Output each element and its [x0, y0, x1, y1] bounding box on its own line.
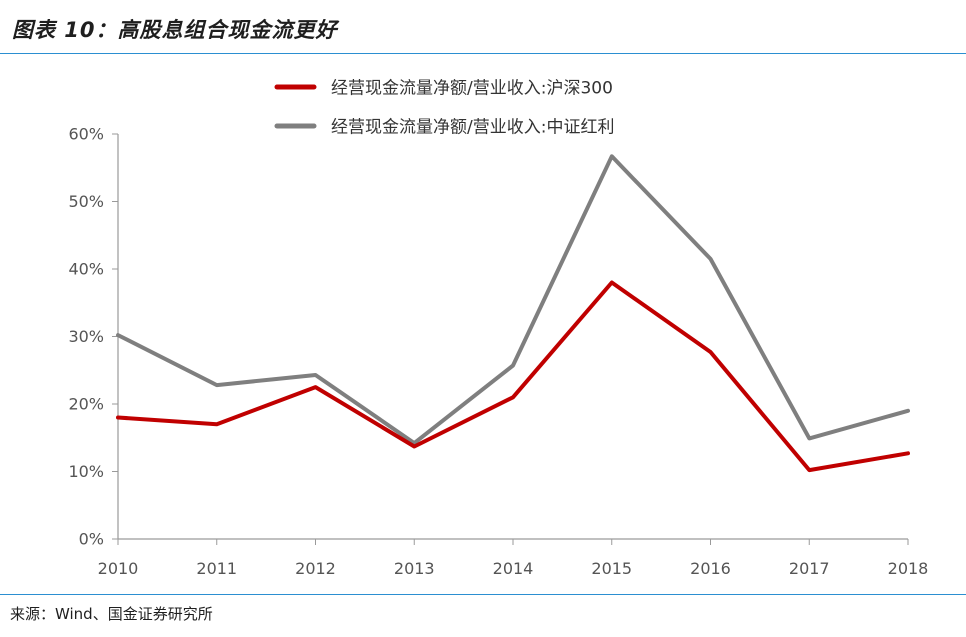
x-tick-label: 2013	[394, 559, 435, 578]
series-line-2	[116, 154, 910, 446]
footer-rule	[0, 594, 966, 595]
x-tick-label: 2018	[888, 559, 929, 578]
legend: 经营现金流量净额/营业收入:沪深300 经营现金流量净额/营业收入:中证红利	[274, 79, 614, 138]
y-tick-label: 40%	[68, 260, 104, 279]
y-tick-label: 60%	[68, 125, 104, 144]
series-line-1	[116, 280, 910, 473]
legend-label-2: 经营现金流量净额/营业收入:中证红利	[331, 118, 614, 138]
source-note: 来源：Wind、国金证券研究所	[10, 605, 213, 623]
x-tick-label: 2017	[789, 559, 830, 578]
x-tick-label: 2015	[591, 559, 632, 578]
y-tick-label: 20%	[68, 395, 104, 414]
y-tick-label: 30%	[68, 327, 104, 346]
x-tick-label: 2014	[493, 559, 534, 578]
y-tick-label: 50%	[68, 192, 104, 211]
x-tick-label: 2011	[196, 559, 237, 578]
series-lines	[116, 154, 910, 473]
chart-axes	[117, 134, 908, 540]
x-axis-ticks: 2010 2011 2012 2013 2014 2015 2016 2017 2018	[98, 539, 929, 578]
chart-title: 图表 10：高股息组合现金流更好	[12, 18, 338, 42]
x-tick-label: 2010	[98, 559, 139, 578]
header-rule	[0, 53, 966, 54]
y-tick-label: 0%	[79, 530, 104, 549]
x-tick-label: 2016	[690, 559, 731, 578]
line-chart: 0%10%20%30%40%50%60% 2010 2011 2012 2013 201…	[68, 79, 929, 579]
legend-label-1: 经营现金流量净额/营业收入:沪深300	[331, 79, 613, 99]
y-tick-label: 10%	[68, 462, 104, 481]
x-tick-label: 2012	[295, 559, 336, 578]
y-axis-ticks: 0% 10% 20% 30% 40% 50% 60%	[68, 125, 118, 549]
